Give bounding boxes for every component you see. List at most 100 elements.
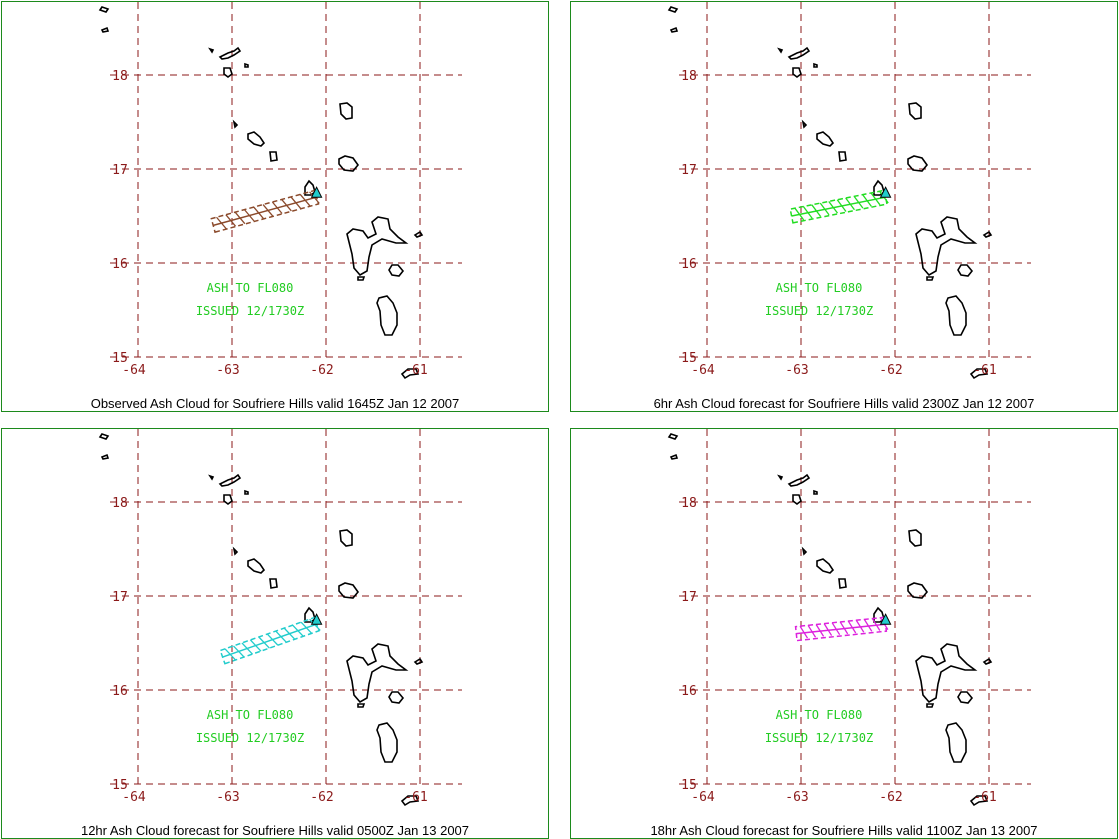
lon-label: -61 bbox=[973, 363, 996, 378]
coastline bbox=[376, 722, 398, 763]
ash-cloud-hatch bbox=[241, 642, 254, 655]
ash-cloud-hatch bbox=[266, 633, 279, 646]
lon-label: -62 bbox=[310, 790, 333, 805]
ash-cloud-hatch bbox=[847, 620, 857, 634]
ash-cloud-hatch bbox=[281, 199, 292, 212]
coastline bbox=[945, 295, 967, 336]
coastline bbox=[792, 494, 802, 505]
coastline bbox=[208, 47, 215, 54]
ash-cloud-hatch bbox=[794, 207, 805, 221]
ash-cloud-hatch bbox=[243, 209, 255, 222]
panel-caption: 18hr Ash Cloud forecast for Soufriere Hi… bbox=[650, 823, 1038, 838]
map-canvas: 18 17 16 15-64 -63 -62 -61 ASH TO FL080 ISSUED 1… bbox=[98, 429, 462, 807]
ash-cloud-hatch bbox=[253, 206, 264, 220]
ash-cloud-hatch bbox=[807, 624, 817, 638]
coastline bbox=[816, 558, 835, 574]
ash-note-text: ASH TO FL080 bbox=[776, 708, 863, 722]
lon-label: -64 bbox=[122, 363, 146, 378]
coastline bbox=[388, 691, 405, 704]
lat-label: 16 bbox=[112, 684, 128, 699]
coastline bbox=[218, 473, 242, 487]
coastline bbox=[907, 582, 929, 599]
ash-cloud-axis bbox=[791, 196, 886, 217]
map-panel-observed: 18 17 16 15 -64 -63 -62 -61 ASH TO FL080 ISSUED 1… bbox=[1, 1, 549, 412]
lon-label: -62 bbox=[310, 363, 333, 378]
coastline bbox=[801, 546, 808, 556]
ash-cloud-outline bbox=[219, 616, 320, 665]
coastline bbox=[357, 276, 366, 281]
ash-cloud-hatch bbox=[249, 639, 262, 652]
coastline bbox=[400, 368, 420, 380]
coastline bbox=[908, 529, 922, 547]
coastline bbox=[816, 131, 835, 147]
lat-label: 17 bbox=[112, 590, 128, 605]
volcano-icon bbox=[879, 186, 892, 198]
coastline bbox=[669, 26, 679, 33]
coastline bbox=[413, 657, 424, 665]
coastline bbox=[339, 102, 353, 120]
coastline bbox=[413, 230, 424, 238]
coastline bbox=[218, 46, 242, 60]
lat-label: 16 bbox=[681, 684, 697, 699]
coastline bbox=[838, 578, 847, 589]
ash-cloud-hatch bbox=[262, 204, 274, 217]
coastline bbox=[357, 703, 366, 708]
coastline bbox=[982, 230, 993, 238]
coastline bbox=[969, 368, 989, 380]
lon-label: -61 bbox=[404, 790, 427, 805]
lat-label: 17 bbox=[681, 590, 697, 605]
coastline bbox=[338, 155, 360, 172]
ash-cloud-hatch bbox=[815, 624, 825, 637]
coastline bbox=[100, 453, 110, 460]
coastline bbox=[777, 474, 784, 481]
coastline bbox=[926, 276, 935, 281]
ash-cloud-hatch bbox=[862, 194, 872, 207]
coastline bbox=[915, 216, 978, 277]
coastline bbox=[223, 494, 233, 505]
volcano-icon bbox=[310, 613, 323, 625]
coastline bbox=[813, 62, 818, 68]
lon-label: -63 bbox=[785, 790, 808, 805]
volcano-icon bbox=[310, 186, 323, 198]
map-canvas: 18 17 16 15-64 -63 -62 -61 ASH TO FL080 ISSUED 1… bbox=[667, 2, 1031, 380]
lat-label: 15 bbox=[681, 351, 697, 366]
ash-cloud-hatch bbox=[871, 618, 881, 631]
coastline bbox=[667, 433, 679, 440]
ash-cloud-hatch bbox=[290, 196, 302, 209]
ash-cloud-hatch bbox=[870, 192, 881, 206]
ash-cloud-outline bbox=[794, 616, 888, 642]
coastline bbox=[777, 47, 784, 54]
coastline bbox=[269, 151, 278, 162]
coastline bbox=[223, 67, 233, 78]
coastline bbox=[338, 582, 360, 599]
ash-cloud-hatch bbox=[811, 204, 822, 217]
coastline bbox=[908, 102, 922, 120]
ash-cloud-hatch bbox=[309, 618, 321, 631]
lat-label: 15 bbox=[112, 351, 128, 366]
coastline bbox=[247, 131, 266, 147]
ash-cloud-axis bbox=[213, 196, 317, 227]
lat-label: 16 bbox=[112, 257, 128, 272]
lon-label: -63 bbox=[216, 790, 239, 805]
lat-label: 16 bbox=[681, 257, 697, 272]
lon-label: -64 bbox=[691, 363, 715, 378]
lon-label: -62 bbox=[879, 790, 902, 805]
ash-cloud-hatch bbox=[292, 624, 304, 637]
coastline bbox=[957, 691, 974, 704]
map-panel-18hr: 18 17 16 15 -64 -63 -62 -61 ASH TO FL080 ISSUED 1… bbox=[570, 428, 1118, 839]
map-canvas: 18 17 16 15-64 -63 -62 -61 ASH TO FL080 ISSUED 1… bbox=[667, 429, 1031, 807]
ash-cloud-hatch bbox=[855, 619, 865, 633]
ash-cloud-hatch bbox=[283, 627, 296, 640]
coastline bbox=[945, 722, 967, 763]
ash-note-text: ASH TO FL080 bbox=[207, 708, 294, 722]
coastline bbox=[957, 264, 974, 277]
ash-cloud-axis bbox=[222, 623, 317, 658]
coastline bbox=[813, 489, 818, 495]
coastline bbox=[232, 119, 239, 129]
coastline bbox=[792, 67, 802, 78]
ash-cloud-hatch bbox=[863, 619, 873, 632]
ash-cloud-hatch bbox=[225, 214, 237, 227]
lat-label: 18 bbox=[112, 496, 128, 511]
panel-caption: 12hr Ash Cloud forecast for Soufriere Hi… bbox=[80, 823, 470, 838]
ash-note-text: ASH TO FL080 bbox=[207, 281, 294, 295]
